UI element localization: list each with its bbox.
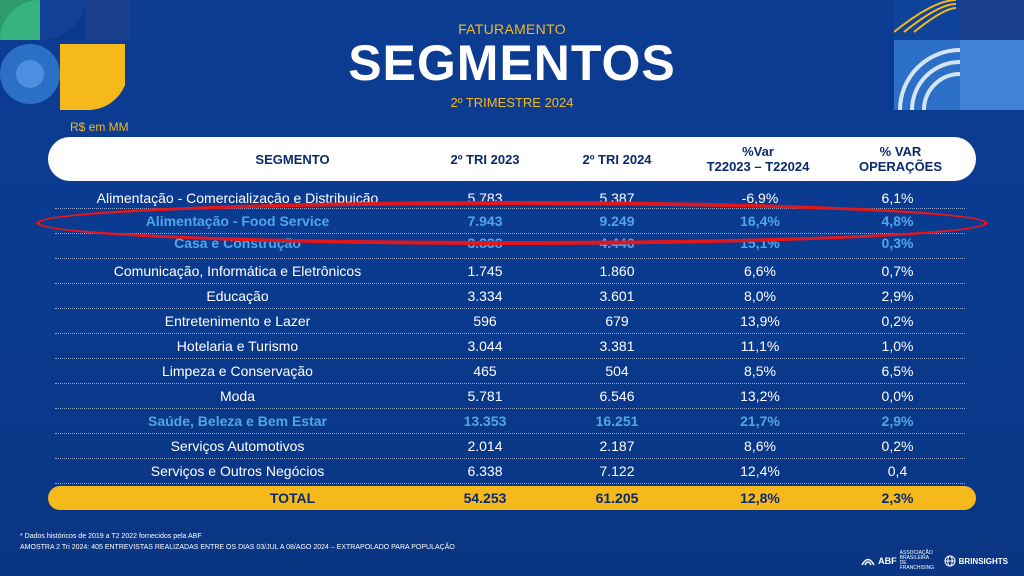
cell-segment: Moda: [219, 388, 256, 404]
table-row: Saúde, Beleza e Bem Estar 13.353 16.251 21,…: [55, 409, 965, 434]
page-subtitle: 2º TRIMESTRE 2024: [450, 95, 574, 110]
cell-t2-2024: 679: [605, 313, 629, 329]
cell-segment: Comunicação, Informática e Eletrônicos: [113, 263, 362, 279]
cell-ops: 6,5%: [881, 363, 914, 379]
header-t2-2023: 2º TRI 2023: [450, 151, 520, 167]
cell-t2-2024: 16.251: [595, 413, 639, 429]
table-row: Educação 3.334 3.601 8,0% 2,9%: [55, 284, 965, 309]
cell-segment: Alimentação - Food Service: [145, 213, 330, 229]
cell-ops: 0,4: [887, 463, 908, 479]
cell-var: 15,1%: [740, 235, 780, 251]
cell-t2-2023: 596: [473, 313, 497, 329]
cell-var: 21,7%: [740, 413, 780, 429]
table-row: Serviços Automotivos 2.014 2.187 8,6% 0,2%: [55, 434, 965, 459]
cell-ops: 0,0%: [881, 388, 914, 404]
cell-t2-2024: 3.601: [599, 288, 635, 304]
cell-t2-2023: 7.943: [467, 213, 503, 229]
unit-label: R$ em MM: [70, 120, 129, 134]
table-row: Comunicação, Informática e Eletrônicos 1.…: [55, 259, 965, 284]
cell-t2-2024: 4.446: [599, 235, 635, 251]
globe-icon: [944, 555, 956, 567]
cell-t2-2023: 5.781: [467, 388, 503, 404]
table-row: Serviços e Outros Negócios 6.338 7.122 12,4…: [55, 459, 965, 484]
cell-ops: 2,9%: [881, 288, 914, 304]
page-title: SEGMENTOS: [348, 35, 676, 91]
total-ops: 2,3%: [881, 490, 914, 506]
cell-segment: Hotelaria e Turismo: [176, 338, 299, 354]
total-t2-2023: 54.253: [463, 490, 507, 506]
top-left-decoration: [0, 0, 130, 110]
cell-ops: 0,7%: [881, 263, 914, 279]
abf-mark-icon: [861, 558, 875, 566]
cell-var: -6,9%: [741, 190, 779, 206]
cell-t2-2023: 465: [473, 363, 497, 379]
cell-t2-2023: 13.353: [463, 413, 507, 429]
table-header: SEGMENTO 2º TRI 2023 2º TRI 2024 %Var T2…: [48, 137, 976, 181]
top-right-decoration: [894, 0, 1024, 110]
footnote-sample: AMOSTRA 2 Tri 2024: 405 ENTREVISTAS REAL…: [20, 544, 455, 551]
cell-ops: 0,3%: [881, 235, 914, 251]
cell-var: 13,9%: [740, 313, 780, 329]
total-var: 12,8%: [740, 490, 780, 506]
cell-t2-2023: 3.334: [467, 288, 503, 304]
table-row: Casa e Construção 3.838 4.446 15,1% 0,3%: [55, 234, 965, 259]
cell-t2-2023: 2.014: [467, 438, 503, 454]
cell-t2-2024: 3.381: [599, 338, 635, 354]
cell-t2-2024: 1.860: [599, 263, 635, 279]
abf-logo: ABF ASSOCIAÇÃO BRASILEIRA DE FRANCHISING: [861, 551, 934, 571]
cell-var: 6,6%: [744, 263, 776, 279]
cell-t2-2024: 6.546: [599, 388, 635, 404]
cell-ops: 2,9%: [881, 413, 914, 429]
cell-ops: 4,8%: [881, 213, 914, 229]
cell-ops: 0,2%: [881, 313, 914, 329]
cell-ops: 6,1%: [881, 190, 914, 206]
header-var: %Var T22023 – T22024: [706, 144, 810, 174]
cell-var: 8,0%: [744, 288, 776, 304]
header-segment: SEGMENTO: [255, 151, 330, 167]
cell-segment: Casa e Construção: [174, 235, 301, 251]
cell-var: 13,2%: [740, 388, 780, 404]
cell-t2-2023: 3.838: [467, 235, 503, 251]
table-row: Alimentação - Food Service 7.943 9.249 16,4…: [55, 209, 965, 234]
cell-t2-2023: 6.338: [467, 463, 503, 479]
cell-var: 8,6%: [744, 438, 776, 454]
cell-var: 12,4%: [740, 463, 780, 479]
table-row: Alimentação - Comercialização e Distribu…: [55, 184, 965, 209]
total-row: TOTAL 54.253 61.205 12,8% 2,3%: [48, 486, 976, 510]
table-row: Moda 5.781 6.546 13,2% 0,0%: [55, 384, 965, 409]
cell-t2-2024: 5.387: [599, 190, 635, 206]
table-row: Hotelaria e Turismo 3.044 3.381 11,1% 1,0%: [55, 334, 965, 359]
cell-ops: 1,0%: [881, 338, 914, 354]
cell-segment: Limpeza e Conservação: [162, 363, 313, 379]
header-t2-2024: 2º TRI 2024: [582, 151, 652, 167]
eyebrow-label: FATURAMENTO: [458, 21, 566, 37]
total-label: TOTAL: [269, 490, 316, 506]
cell-var: 11,1%: [740, 338, 780, 354]
cell-t2-2023: 5.783: [467, 190, 503, 206]
cell-var: 16,4%: [740, 213, 780, 229]
logos: ABF ASSOCIAÇÃO BRASILEIRA DE FRANCHISING…: [861, 551, 1008, 571]
cell-t2-2024: 2.187: [599, 438, 635, 454]
cell-t2-2024: 504: [605, 363, 629, 379]
cell-segment: Serviços Automotivos: [170, 438, 305, 454]
cell-t2-2024: 7.122: [599, 463, 635, 479]
footnote-source: * Dados históricos de 2019 a T2 2022 for…: [20, 533, 202, 540]
cell-segment: Entretenimento e Lazer: [164, 313, 311, 329]
cell-t2-2023: 1.745: [467, 263, 503, 279]
cell-t2-2023: 3.044: [467, 338, 503, 354]
brinsights-logo: BRINSIGHTS: [944, 555, 1008, 567]
total-t2-2024: 61.205: [595, 490, 639, 506]
table-row: Limpeza e Conservação 465 504 8,5% 6,5%: [55, 359, 965, 384]
cell-segment: Saúde, Beleza e Bem Estar: [148, 413, 327, 429]
cell-segment: Educação: [206, 288, 269, 304]
header-var-ops: % VAR OPERAÇÕES: [858, 144, 943, 174]
table-row: Entretenimento e Lazer 596 679 13,9% 0,2%: [55, 309, 965, 334]
cell-segment: Alimentação - Comercialização e Distribu…: [96, 190, 379, 206]
cell-segment: Serviços e Outros Negócios: [150, 463, 325, 479]
table-body: Alimentação - Comercialização e Distribu…: [55, 184, 965, 484]
cell-t2-2024: 9.249: [599, 213, 635, 229]
cell-var: 8,5%: [744, 363, 776, 379]
cell-ops: 0,2%: [881, 438, 914, 454]
